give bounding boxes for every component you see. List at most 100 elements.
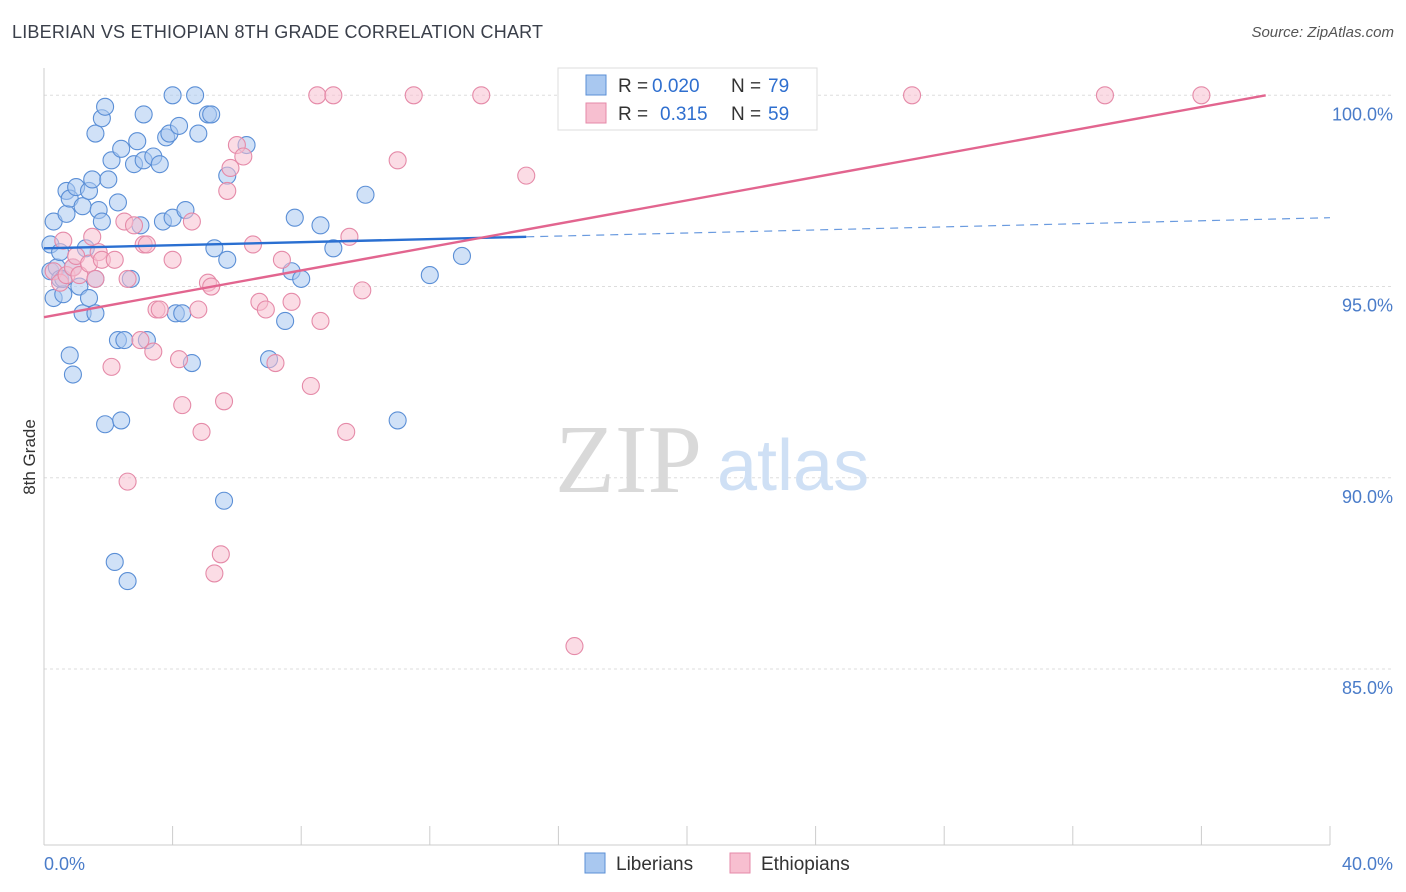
ethiopian-point xyxy=(1192,86,1211,105)
liberian-point xyxy=(108,193,127,212)
chart-title: LIBERIAN VS ETHIOPIAN 8TH GRADE CORRELAT… xyxy=(12,22,544,42)
liberian-point xyxy=(292,269,311,288)
ethiopian-point xyxy=(86,269,105,288)
ethiopian-point xyxy=(353,281,372,300)
ethiopian-point xyxy=(192,422,211,441)
liberian-point xyxy=(218,250,237,269)
axes xyxy=(43,68,1331,846)
liberian-point xyxy=(83,170,102,189)
ethiopian-point xyxy=(221,158,240,178)
ethiopian-point xyxy=(54,231,73,250)
liberian-point xyxy=(79,288,99,308)
x-tick-label-max: 40.0% xyxy=(1342,854,1393,874)
liberian-point xyxy=(57,204,76,223)
ethiopian-point xyxy=(902,86,922,105)
liberian-point xyxy=(118,572,137,591)
y-axis-title: 8th Grade xyxy=(20,419,39,495)
bottom-legend-swatch-ethiopians xyxy=(729,852,751,874)
ethiopian-point xyxy=(124,216,144,235)
legend-swatch-ethiopians xyxy=(585,102,607,124)
y-tick-label: 100.0% xyxy=(1332,104,1393,124)
ethiopian-point xyxy=(311,311,330,331)
liberian-point xyxy=(452,246,472,265)
liberian-point xyxy=(96,415,115,434)
ethiopian-point xyxy=(211,545,230,564)
liberian-point xyxy=(276,311,295,331)
liberian-point xyxy=(388,411,407,430)
gridlines xyxy=(44,94,1394,670)
ethiopian-point xyxy=(214,392,234,411)
ethiopian-point xyxy=(182,212,201,231)
ethiopians-trend-line xyxy=(43,94,1266,319)
legend-r-label-1: R = xyxy=(618,76,648,97)
liberian-point xyxy=(73,197,92,216)
y-tick-labels: 85.0% 90.0% 95.0% 100.0% xyxy=(1332,104,1393,698)
ethiopian-point xyxy=(173,396,192,415)
liberian-point xyxy=(202,105,221,124)
ethiopian-point xyxy=(118,472,137,491)
liberian-point xyxy=(163,86,182,105)
legend-n-label-2: N = xyxy=(731,104,761,125)
ethiopian-point xyxy=(1095,86,1114,105)
ethiopian-point xyxy=(150,300,169,319)
ethiopian-point xyxy=(282,292,301,311)
ethiopian-point xyxy=(272,250,291,269)
y-tick-label: 95.0% xyxy=(1342,296,1393,316)
watermark-zip: ZIP xyxy=(555,406,702,514)
ethiopian-point xyxy=(404,86,423,105)
ethiopian-point xyxy=(324,86,343,105)
liberian-point xyxy=(186,86,205,105)
bottom-legend-swatch-liberians xyxy=(584,852,606,874)
top-legend: R = 0.020 N = 79 R = 0.315 N = 59 xyxy=(557,67,818,131)
liberian-point xyxy=(92,212,111,231)
ethiopian-point xyxy=(234,147,253,166)
bottom-legend-label-ethiopians: Ethiopians xyxy=(761,854,850,875)
watermark-atlas: atlas xyxy=(717,426,869,506)
legend-swatch-liberians xyxy=(585,74,607,96)
legend-n-value-1: 79 xyxy=(768,76,789,97)
ethiopian-point xyxy=(256,300,275,319)
source-label: Source: ZipAtlas.com xyxy=(1251,24,1394,41)
data-points xyxy=(41,86,1211,656)
liberian-point xyxy=(60,346,79,365)
liberian-point xyxy=(173,304,192,323)
ethiopian-point xyxy=(266,353,285,373)
liberian-point xyxy=(420,266,439,285)
x-tick-labels: 0.0% 40.0% xyxy=(44,854,1393,874)
ethiopian-point xyxy=(308,86,327,105)
liberian-point xyxy=(134,105,153,124)
liberian-point xyxy=(115,331,134,350)
ethiopian-point xyxy=(472,86,491,105)
ethiopian-point xyxy=(169,350,189,369)
y-tick-label: 90.0% xyxy=(1342,487,1393,507)
ethiopian-point xyxy=(83,227,102,246)
liberian-point xyxy=(169,116,189,135)
trend-lines xyxy=(43,94,1331,319)
ethiopian-point xyxy=(137,235,156,254)
liberian-point xyxy=(86,124,105,143)
liberian-point xyxy=(112,411,131,430)
liberian-point xyxy=(105,552,124,572)
ethiopian-point xyxy=(301,376,320,396)
legend-n-value-2: 59 xyxy=(768,104,789,125)
ethiopian-point xyxy=(340,227,359,246)
x-tick-label-min: 0.0% xyxy=(44,854,85,874)
liberian-point xyxy=(356,185,375,204)
legend-r-label-2: R = xyxy=(618,104,648,125)
liberian-point xyxy=(96,97,115,116)
liberian-point xyxy=(285,208,304,227)
ethiopian-point xyxy=(205,564,224,583)
liberian-point xyxy=(63,365,82,384)
y-tick-label: 85.0% xyxy=(1342,678,1393,698)
legend-r-value-2: 0.315 xyxy=(660,104,708,125)
liberians-trend-line xyxy=(43,235,527,250)
ethiopian-point xyxy=(131,331,150,350)
ethiopian-point xyxy=(565,637,584,656)
ethiopian-point xyxy=(163,250,182,269)
legend-n-label-1: N = xyxy=(731,76,761,97)
ethiopian-point xyxy=(218,181,237,200)
ethiopian-point xyxy=(388,151,407,170)
liberian-point xyxy=(311,216,330,235)
ethiopian-point xyxy=(337,422,356,441)
